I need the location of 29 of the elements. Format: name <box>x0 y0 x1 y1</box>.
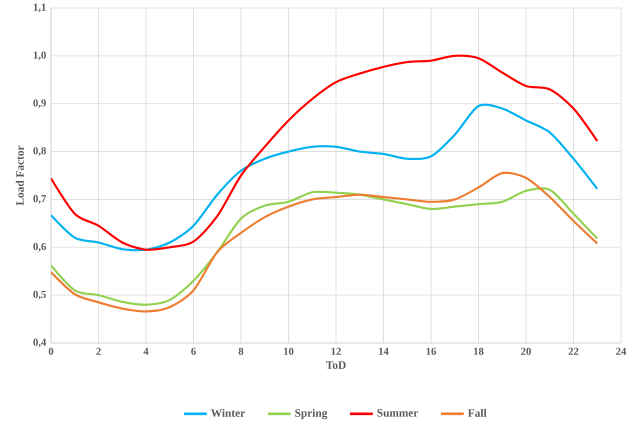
x-tick-label: 22 <box>568 348 578 355</box>
x-tick-label: 4 <box>143 348 148 355</box>
x-tick-label: 8 <box>238 348 244 355</box>
x-tick-label: 0 <box>48 348 54 355</box>
y-tick-label: 0,4 <box>33 338 46 348</box>
x-axis-title: ToD <box>326 361 346 369</box>
x-tick-label: 14 <box>379 348 389 355</box>
y-tick-label: 0,6 <box>33 242 46 252</box>
x-tick-label: 10 <box>284 348 294 355</box>
legend-label: Spring <box>295 408 328 420</box>
legend-label: Fall <box>468 408 486 417</box>
y-tick-label: 0,7 <box>33 195 46 204</box>
x-tick-label: 16 <box>426 348 436 355</box>
x-tick-label: 12 <box>332 348 341 355</box>
y-tick-label: 0,8 <box>33 147 46 156</box>
x-tick-label: 24 <box>616 348 626 355</box>
y-tick-label: 0,9 <box>33 99 46 108</box>
x-tick-label: 20 <box>521 348 531 355</box>
legend-label: Summer <box>377 409 418 417</box>
y-tick-label: 1,1 <box>34 4 46 12</box>
x-tick-label: 2 <box>96 348 101 355</box>
y-axis-title: Load Factor <box>16 146 24 206</box>
line-series <box>51 54 598 251</box>
legend-label: Winter <box>210 408 245 417</box>
y-tick-label: 0,5 <box>33 290 46 300</box>
y-tick-label: 1,0 <box>34 51 46 60</box>
line-series <box>51 172 598 312</box>
x-tick-label: 18 <box>474 348 484 355</box>
x-tick-label: 6 <box>191 348 196 355</box>
